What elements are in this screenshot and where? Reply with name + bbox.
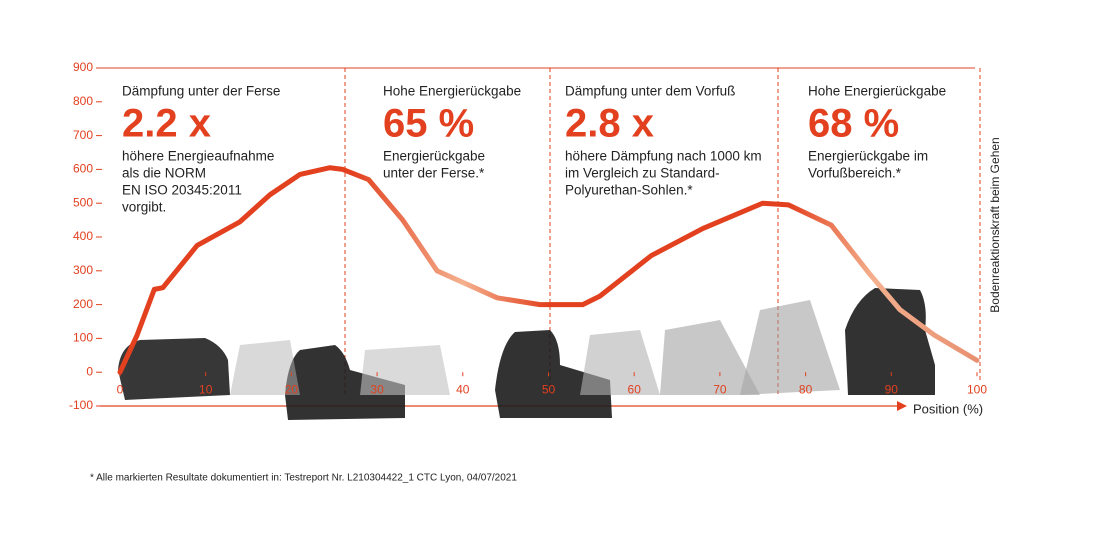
panel-text: unter der Ferse.* — [383, 166, 485, 181]
x-axis-label: Position (%) — [913, 401, 983, 416]
panel-text: Vorfußbereich.* — [808, 166, 902, 181]
panel-text: vorgibt. — [122, 200, 166, 215]
panel-text: höhere Dämpfung nach 1000 km — [565, 149, 762, 164]
y-tick-label: 800 — [73, 94, 93, 108]
panel-text: EN ISO 20345:2011 — [122, 183, 242, 198]
x-tick-label: 20 — [285, 382, 299, 396]
shoe-illustrations — [118, 288, 935, 420]
panel-text: Polyurethan-Sohlen.* — [565, 183, 693, 198]
y-tick-label: 900 — [73, 60, 93, 74]
x-tick-label: 40 — [456, 382, 470, 396]
x-tick-label: 10 — [199, 382, 213, 396]
panel-text: als die NORM — [122, 166, 206, 181]
panel-highlight: 68 % — [808, 102, 899, 146]
y-tick-label: 600 — [73, 162, 93, 176]
x-tick-label: 30 — [370, 382, 384, 396]
y-tick-label: 300 — [73, 263, 93, 277]
y-tick-label: 400 — [73, 229, 93, 243]
y-tick-label: 200 — [73, 297, 93, 311]
panel-heading: Dämpfung unter der Ferse — [122, 84, 280, 99]
panel-text: im Vergleich zu Standard- — [565, 166, 720, 181]
x-tick-label: 50 — [542, 382, 556, 396]
panel-text: Energierückgabe im — [808, 149, 928, 164]
x-tick-label: 100 — [967, 382, 987, 396]
panel-heading: Hohe Energierückgabe — [808, 84, 946, 99]
arrow-head — [897, 401, 907, 411]
x-tick-label: 90 — [885, 382, 899, 396]
x-tick-label: 60 — [628, 382, 642, 396]
x-tick-label: 80 — [799, 382, 813, 396]
y-axis-label: Bodenreaktionskraft beim Gehen — [988, 137, 1002, 312]
y-tick-label: -100 — [69, 398, 93, 412]
panel-heading: Hohe Energierückgabe — [383, 84, 521, 99]
data-line — [117, 165, 980, 375]
panel-text: höhere Energieaufnahme — [122, 149, 274, 164]
panel-highlight: 2.8 x — [565, 102, 654, 146]
panel-highlight: 2.2 x — [122, 102, 211, 146]
panel-heading: Dämpfung unter dem Vorfuß — [565, 84, 735, 99]
y-tick-label: 500 — [73, 195, 93, 209]
y-tick-label: 0 — [86, 364, 93, 378]
x-tick-label: 0 — [117, 382, 124, 396]
x-tick-label: 70 — [713, 382, 727, 396]
y-tick-label: 100 — [73, 331, 93, 345]
panel-text: Energierückgabe — [383, 149, 485, 164]
y-tick-label: 700 — [73, 128, 93, 142]
footnote: * Alle markierten Resultate dokumentiert… — [90, 473, 517, 484]
panel-highlight: 65 % — [383, 102, 474, 146]
